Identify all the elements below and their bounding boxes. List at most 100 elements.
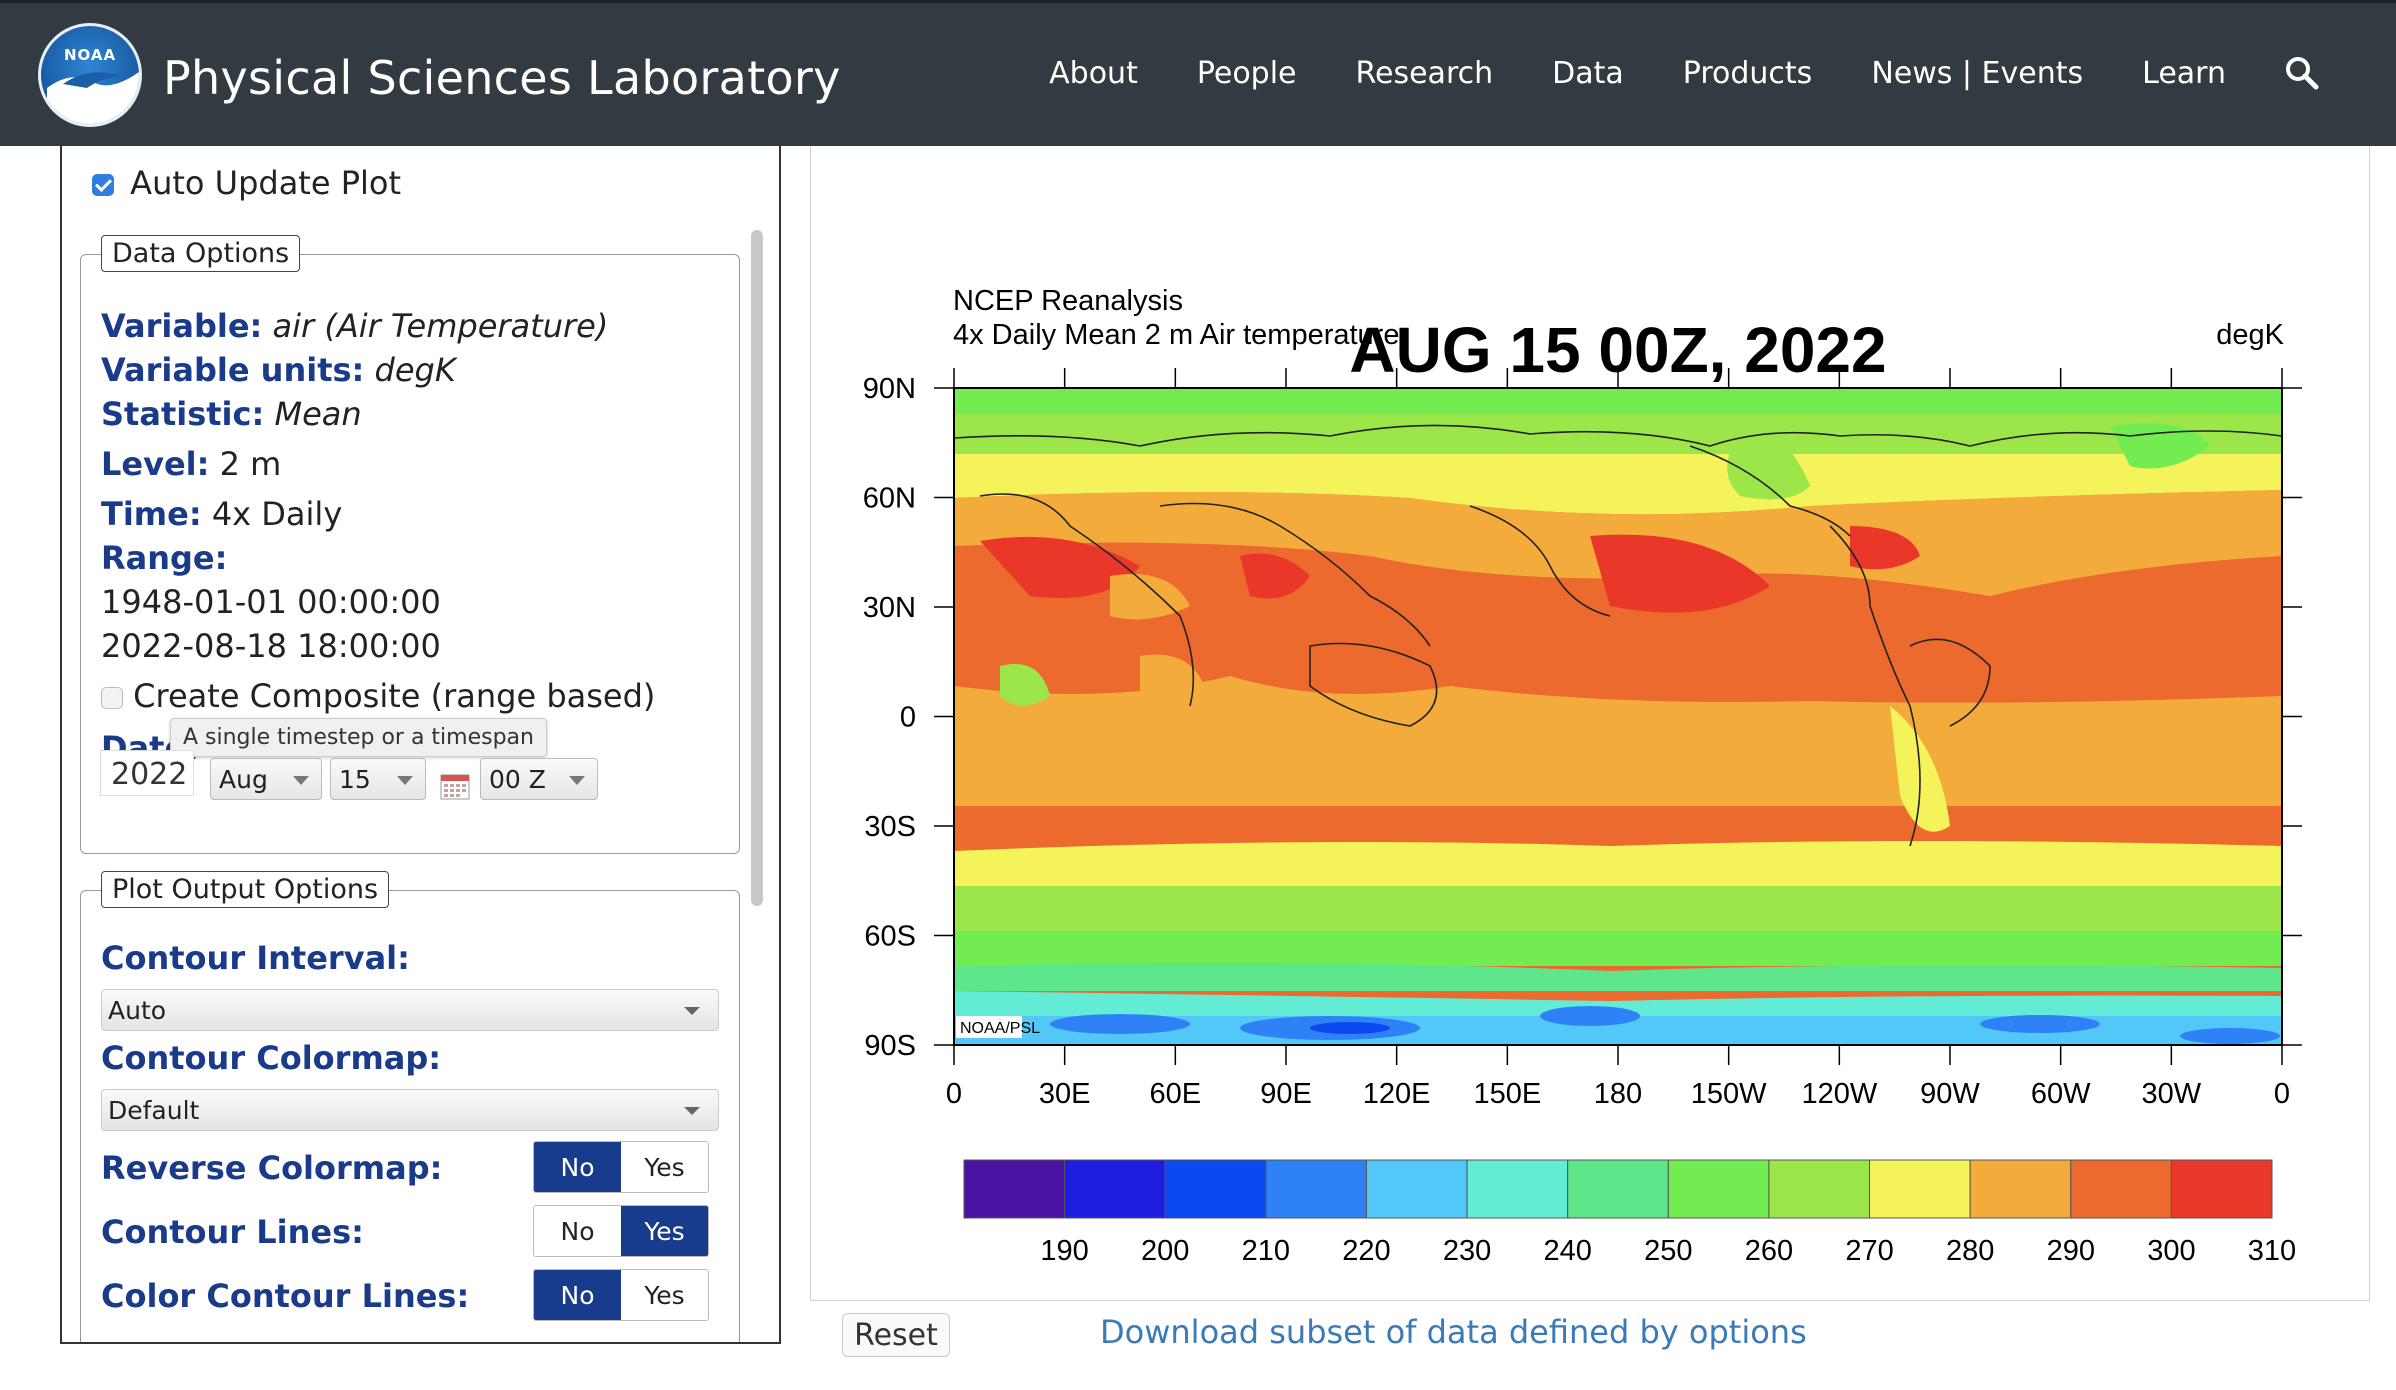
statistic-value: Mean <box>274 395 362 433</box>
latitude-axis: 90N 60N 30N 0 30S 60S 90S <box>863 373 2302 1062</box>
composite-checkbox[interactable] <box>101 687 123 709</box>
year-input[interactable]: 2022 <box>100 750 194 796</box>
reset-button[interactable]: Reset <box>842 1313 950 1357</box>
lon-tick-label: 30W <box>2142 1078 2202 1110</box>
colorbar-swatch <box>1869 1159 1971 1219</box>
composite-label: Create Composite (range based) <box>133 677 656 715</box>
plot-units: degK <box>2216 319 2284 351</box>
colorbar-label: 270 <box>1845 1235 1893 1267</box>
auto-update-checkbox[interactable] <box>92 174 114 196</box>
colorbar-label: 280 <box>1946 1235 1994 1267</box>
lon-tick-label: 30E <box>1039 1078 1091 1110</box>
colorbar-swatch <box>1567 1159 1669 1219</box>
color-contour-lines-toggle[interactable]: No Yes <box>533 1269 709 1321</box>
colormap-key: Contour Colormap: <box>101 1039 442 1077</box>
units-value: degK <box>374 351 456 389</box>
plot-output-options-legend: Plot Output Options <box>101 871 390 908</box>
logo-text: NOAA <box>63 46 117 64</box>
date-tooltip: A single timestep or a timespan <box>170 718 547 757</box>
contour-interval-select[interactable]: Auto <box>101 989 719 1031</box>
level-value: 2 m <box>219 445 282 483</box>
panel-scrollbar[interactable] <box>751 230 763 906</box>
chevron-down-icon <box>293 776 309 785</box>
colorbar-label: 250 <box>1644 1235 1692 1267</box>
reverse-no-option[interactable]: No <box>534 1142 621 1192</box>
nav-research[interactable]: Research <box>1355 55 1494 91</box>
colorbar-label: 300 <box>2147 1235 2195 1267</box>
lines-yes-option[interactable]: Yes <box>621 1206 708 1256</box>
coastlines <box>954 424 2282 847</box>
lon-tick-label: 0 <box>2274 1078 2290 1110</box>
nav-news-events[interactable]: News | Events <box>1871 55 2084 91</box>
units-row: Variable units: degK <box>101 351 456 389</box>
lines-no-option[interactable]: No <box>534 1206 621 1256</box>
range-start: 1948-01-01 00:00:00 <box>101 583 441 621</box>
contour-interval-value: Auto <box>108 996 167 1025</box>
colorbar-swatch <box>2170 1159 2273 1219</box>
colorbar-swatch <box>1265 1159 1367 1219</box>
colorbar-swatch <box>1466 1159 1569 1219</box>
credit-box <box>956 1016 1022 1038</box>
lat-tick-label: 30S <box>864 811 916 843</box>
nav-learn[interactable]: Learn <box>2142 55 2226 91</box>
lat-tick-label: 0 <box>900 702 916 734</box>
units-key: Variable units: <box>101 351 365 389</box>
nav-about[interactable]: About <box>1049 55 1138 91</box>
colorbar: 190 200 210 220 230 240 250 260 270 280 290 300 310 <box>963 1159 2296 1267</box>
main-nav: About People Research Data Products News… <box>990 55 2320 91</box>
colorbar-swatch <box>1768 1159 1871 1219</box>
noaa-bird-icon <box>47 72 139 124</box>
range-end: 2022-08-18 18:00:00 <box>101 627 441 665</box>
reverse-yes-option[interactable]: Yes <box>621 1142 708 1192</box>
color-contour-lines-key: Color Contour Lines: <box>101 1277 470 1315</box>
lat-tick-label: 60S <box>864 921 916 953</box>
plot-output-options-fieldset: Plot Output Options Contour Interval: Au… <box>80 871 740 1342</box>
colormap-label: Contour Colormap: <box>101 1039 441 1077</box>
statistic-row: Statistic: Mean <box>101 395 362 433</box>
nav-data[interactable]: Data <box>1552 55 1624 91</box>
longitude-axis: 0 30E 60E 90E 120E 150E 180 150W 120W 90W 60W 30W 0 <box>946 368 2290 1110</box>
day-select[interactable]: 15 <box>330 758 426 800</box>
lat-tick-label: 60N <box>863 483 916 515</box>
color-lines-no-option[interactable]: No <box>534 1270 621 1320</box>
lon-tick-label: 90E <box>1260 1078 1312 1110</box>
contour-lines-label: Contour Lines: <box>101 1213 364 1251</box>
reverse-colormap-toggle[interactable]: No Yes <box>533 1141 709 1193</box>
day-value: 15 <box>339 765 371 794</box>
colorbar-swatch <box>1969 1159 2072 1219</box>
lat-tick-label: 90N <box>863 373 916 405</box>
colorbar-swatch <box>1667 1159 1770 1219</box>
colorbar-swatch <box>2070 1159 2172 1219</box>
month-value: Aug <box>219 765 268 794</box>
site-title[interactable]: Physical Sciences Laboratory <box>163 51 841 105</box>
lon-tick-label: 60E <box>1150 1078 1202 1110</box>
temperature-map-plot: AUG 15 00Z, 2022 NCEP Reanalysis 4x Dail… <box>863 285 2302 1267</box>
nav-people[interactable]: People <box>1196 55 1297 91</box>
hour-select[interactable]: 00 Z <box>480 758 598 800</box>
options-panel: Auto Update Plot Data Options Variable: … <box>60 146 781 1344</box>
colorbar-label: 190 <box>1040 1235 1088 1267</box>
variable-row: Variable: air (Air Temperature) <box>101 307 608 345</box>
nav-products[interactable]: Products <box>1682 55 1813 91</box>
contour-interval-key: Contour Interval: <box>101 939 410 977</box>
month-select[interactable]: Aug <box>210 758 322 800</box>
site-header: NOAA Physical Sciences Laboratory About … <box>0 0 2396 146</box>
contour-lines-toggle[interactable]: No Yes <box>533 1205 709 1257</box>
contour-lines-key: Contour Lines: <box>101 1213 364 1251</box>
search-icon[interactable] <box>2284 55 2320 91</box>
lat-tick-label: 90S <box>864 1030 916 1062</box>
lon-tick-label: 120W <box>1801 1078 1877 1110</box>
lon-tick-label: 60W <box>2031 1078 2091 1110</box>
chevron-down-icon <box>684 1107 700 1115</box>
lon-tick-label: 150E <box>1473 1078 1541 1110</box>
noaa-logo[interactable]: NOAA <box>38 23 142 127</box>
download-subset-link[interactable]: Download subset of data defined by optio… <box>1100 1313 1807 1351</box>
data-options-fieldset: Data Options Variable: air (Air Temperat… <box>80 235 740 854</box>
chevron-down-icon <box>569 776 585 785</box>
calendar-icon[interactable] <box>440 772 470 800</box>
plot-subtitle: 4x Daily Mean 2 m Air temperature <box>953 319 1399 351</box>
colormap-select[interactable]: Default <box>101 1089 719 1131</box>
colorbar-label: 220 <box>1342 1235 1390 1267</box>
color-lines-yes-option[interactable]: Yes <box>621 1270 708 1320</box>
statistic-key: Statistic: <box>101 395 265 433</box>
